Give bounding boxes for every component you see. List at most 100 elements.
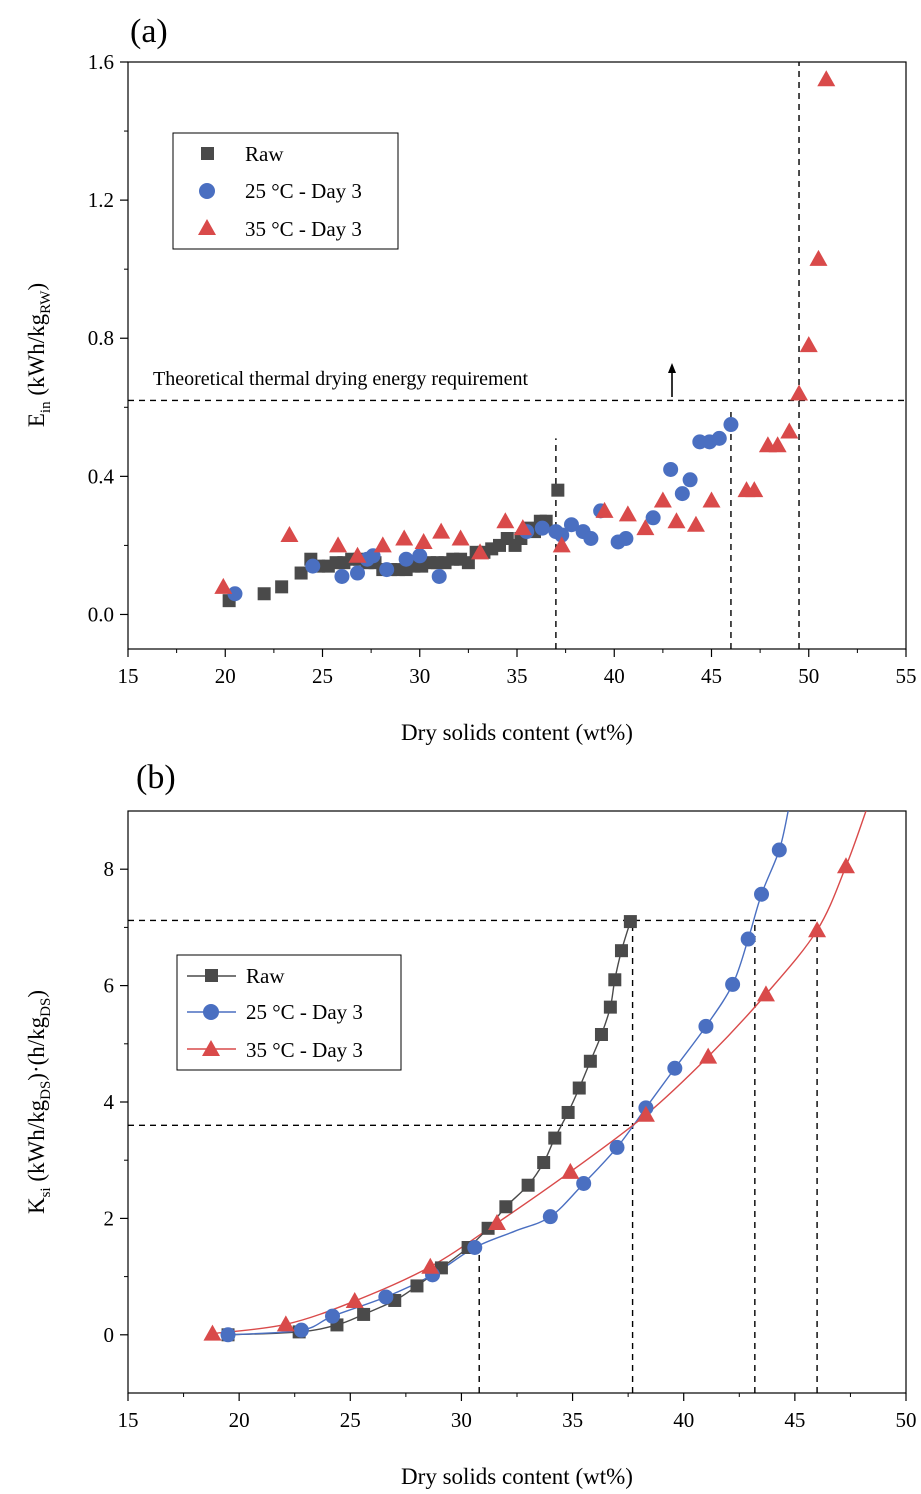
panel-b-raw-point-12 (548, 1131, 562, 1145)
panel-b-25c-curve (227, 811, 789, 1336)
panel-a-x-tick-label-3: 30 (409, 664, 430, 688)
panel-b-35c-point-8 (756, 985, 775, 1002)
panel-a-35c-point-24 (780, 422, 799, 439)
panel-b-y-title-sub: si (38, 1187, 54, 1197)
panel-b-35c-point-0 (203, 1324, 222, 1341)
panel-a-35c-point-23 (768, 436, 787, 453)
panel-b-25c-point-1 (293, 1322, 309, 1338)
panel-b-y-title-rest: (kWh/kg (24, 1099, 49, 1187)
panel-a-35c-point-13 (595, 501, 614, 518)
panel-b-25c-point-0 (220, 1327, 236, 1343)
panel-a-25c-point-3 (350, 565, 366, 581)
panel-a-x-tick-label-1: 20 (215, 664, 236, 688)
panel-a-raw-point-3 (294, 566, 308, 580)
panel-b-35c-point-10 (836, 857, 855, 874)
legend-a-raw-label: Raw (245, 142, 284, 166)
panel-a-35c-point-18 (686, 515, 705, 532)
panel-a-x-tick-label-6: 45 (701, 664, 722, 688)
panel-a-25c-point-8 (412, 548, 428, 564)
panel-a-35c-point-3 (348, 546, 367, 563)
panel-a-x-ticks: 15 20 25 30 35 40 45 50 55 (118, 649, 917, 688)
panel-a-y-title-main: E (24, 413, 49, 427)
legend-a-25c-label: 25 °C - Day 3 (245, 179, 362, 203)
panel-a-series-35c (214, 70, 836, 594)
panel-a-y-tick-label-1: 0.4 (88, 464, 115, 488)
panel-a-35c-point-28 (817, 70, 836, 87)
legend-a-25c-marker (199, 183, 215, 199)
panel-a-35c-point-17 (667, 512, 686, 529)
panel-a-35c-point-14 (618, 505, 637, 522)
panel-b-35c-point-7 (699, 1047, 718, 1064)
panel-a-35c-point-16 (653, 491, 672, 508)
panel-b-25c-point-12 (725, 976, 741, 992)
panel-b-plot-frame (127, 810, 907, 1394)
legend-b-25c-marker (203, 1004, 219, 1020)
panel-b-x-tick-label-4: 35 (562, 1408, 583, 1432)
panel-b-raw-point-3 (357, 1307, 371, 1321)
panel-b-raw-point-10 (521, 1178, 535, 1192)
panel-b-fit-curves (212, 811, 867, 1336)
panel-a-35c-point-2 (329, 536, 348, 553)
panel-b-raw-point-13 (561, 1105, 575, 1119)
panel-a-35c-point-11 (513, 519, 532, 536)
panel-a-x-tick-label-7: 50 (798, 664, 819, 688)
panel-b-y-title-sub2: DS (38, 1081, 54, 1100)
panel-b-legend: Raw 25 °C - Day 3 35 °C - Day 3 (176, 954, 402, 1071)
panel-a-25c-point-23 (682, 472, 698, 488)
panel-a-label: (a) (130, 13, 168, 50)
panel-a-series-25c (227, 417, 739, 602)
panel-a-y-tick-label-3: 1.2 (88, 188, 114, 212)
panel-b-y-title-mid: )·(h/kg (24, 1016, 49, 1080)
panel-b-line-chart: (b) 15 20 25 30 35 40 45 50 0 2 4 6 8 Dry solids co… (24, 759, 917, 1489)
panel-a-raw-point-36 (551, 483, 565, 497)
panel-a-35c-point-7 (432, 522, 451, 539)
panel-b-raw-point-16 (594, 1027, 608, 1041)
panel-b-25c-point-11 (698, 1018, 714, 1034)
panel-b-raw-point-5 (410, 1279, 424, 1293)
panel-a-scatter-chart: (a) 15 20 25 30 35 40 45 50 55 0.0 0.4 0.8 1.2 1.6 T… (24, 13, 917, 745)
panel-a-35c-point-5 (395, 529, 414, 546)
panel-b-x-tick-label-5: 40 (673, 1408, 694, 1432)
panel-a-25c-point-9 (431, 568, 447, 584)
panel-b-raw-point-20 (623, 915, 637, 929)
legend-b-raw-label: Raw (246, 964, 285, 988)
panel-b-y-tick-label-0: 0 (104, 1323, 115, 1347)
legend-a-35c-label: 35 °C - Day 3 (245, 217, 362, 241)
panel-a-y-title-sub: in (38, 401, 54, 413)
panel-a-25c-point-27 (723, 417, 739, 433)
panel-b-25c-point-10 (667, 1060, 683, 1076)
panel-a-y-title-sub2: RW (38, 290, 54, 314)
panel-a-25c-point-19 (618, 531, 634, 547)
panel-a-35c-point-15 (636, 519, 655, 536)
panel-b-raw-point-19 (614, 944, 628, 958)
panel-b-25c-point-8 (609, 1139, 625, 1155)
panel-a-35c-point-21 (745, 481, 764, 498)
panel-b-35c-point-9 (808, 921, 827, 938)
panel-b-series-35c (203, 857, 855, 1341)
panel-b-y-tick-label-1: 2 (104, 1206, 115, 1230)
legend-a-raw-marker (201, 147, 214, 160)
panel-a-x-tick-label-0: 15 (118, 664, 139, 688)
panel-b-25c-point-14 (754, 886, 770, 902)
panel-b-x-tick-label-1: 20 (229, 1408, 250, 1432)
panel-b-25c-point-3 (378, 1289, 394, 1305)
panel-b-y-tick-label-2: 4 (104, 1090, 115, 1114)
panel-a-25c-point-1 (305, 558, 321, 574)
panel-a-25c-point-7 (398, 551, 414, 567)
panel-b-35c-point-5 (561, 1162, 580, 1179)
panel-a-25c-point-16 (583, 531, 599, 547)
panel-b-x-tick-label-3: 30 (451, 1408, 472, 1432)
panel-a-25c-point-22 (674, 486, 690, 502)
panel-a-x-tick-label-8: 55 (896, 664, 917, 688)
panel-a-x-axis-title: Dry solids content (wt%) (401, 720, 633, 745)
panel-a-x-tick-label-5: 40 (604, 664, 625, 688)
panel-b-35c-point-1 (276, 1315, 295, 1332)
panel-a-25c-point-21 (663, 461, 679, 477)
panel-a-35c-point-25 (790, 384, 809, 401)
panel-a-raw-point-1 (257, 587, 271, 601)
panel-a-35c-point-6 (414, 532, 433, 549)
panel-a-x-tick-label-2: 25 (312, 664, 333, 688)
panel-a-35c-point-27 (809, 249, 828, 266)
panel-b-25c-point-13 (740, 931, 756, 947)
